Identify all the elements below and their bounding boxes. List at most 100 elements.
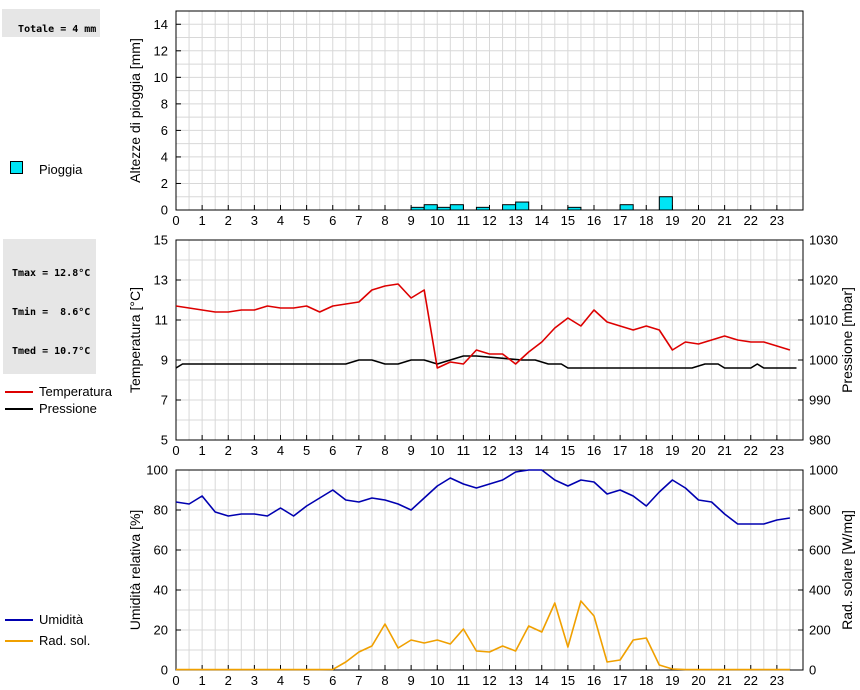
x-tick-label: 18 — [639, 443, 653, 458]
rain-total-box: Totale = 4 mm — [2, 9, 101, 37]
x-tick-label: 4 — [277, 673, 284, 688]
y-tick-label: 60 — [154, 543, 168, 558]
pressure-line — [175, 355, 797, 369]
y-tick-label: 7 — [161, 393, 168, 408]
tmin-text: Tmin = 8.6°C — [12, 307, 91, 318]
x-tick-label: 16 — [587, 213, 601, 228]
temperature-legend-line — [5, 391, 33, 393]
x-tick-label: 12 — [482, 443, 496, 458]
humidity-legend-label: Umidità — [39, 612, 84, 627]
rain-bar — [449, 204, 464, 211]
y-tick-label: 10 — [154, 70, 168, 85]
x-tick-label: 0 — [172, 673, 179, 688]
x-tick-label: 8 — [381, 443, 388, 458]
x-tick-label: 4 — [277, 443, 284, 458]
y-tick-label: 20 — [154, 623, 168, 638]
x-tick-label: 13 — [508, 213, 522, 228]
y2-tick-label: 980 — [809, 433, 831, 448]
y-tick-label: 5 — [161, 433, 168, 448]
y-tick-label: 80 — [154, 503, 168, 518]
rain-bar — [502, 204, 517, 211]
x-tick-label: 17 — [613, 673, 627, 688]
rain-legend-label: Pioggia — [39, 162, 83, 177]
x-tick-label: 19 — [665, 213, 679, 228]
x-tick-label: 9 — [408, 673, 415, 688]
y-axis-label: Altezze di pioggia [mm] — [127, 38, 143, 183]
y2-tick-label: 800 — [809, 503, 831, 518]
x-tick-label: 12 — [482, 673, 496, 688]
rain-bar — [619, 204, 634, 211]
x-tick-label: 18 — [639, 213, 653, 228]
y2-tick-label: 400 — [809, 583, 831, 598]
x-tick-label: 2 — [225, 443, 232, 458]
y2-tick-label: 1030 — [809, 233, 838, 248]
y2-tick-label: 0 — [809, 663, 816, 678]
y-tick-label: 40 — [154, 583, 168, 598]
rain-bar — [410, 206, 425, 211]
x-tick-label: 23 — [770, 213, 784, 228]
x-tick-label: 11 — [457, 673, 471, 688]
x-tick-label: 3 — [251, 443, 258, 458]
x-tick-label: 8 — [381, 213, 388, 228]
x-tick-label: 11 — [457, 443, 471, 458]
rain-bar — [658, 196, 673, 211]
x-tick-label: 0 — [172, 443, 179, 458]
tmax-text: Tmax = 12.8°C — [12, 268, 91, 279]
x-tick-label: 1 — [199, 213, 206, 228]
x-tick-label: 14 — [535, 673, 549, 688]
x-tick-label: 20 — [691, 673, 705, 688]
x-tick-label: 5 — [303, 213, 310, 228]
x-tick-label: 1 — [199, 443, 206, 458]
x-tick-label: 16 — [587, 673, 601, 688]
solar-legend-line — [5, 640, 33, 642]
y2-axis-label: Pressione [mbar] — [839, 287, 855, 393]
y-tick-label: 2 — [161, 176, 168, 191]
x-tick-label: 2 — [225, 213, 232, 228]
y-tick-label: 15 — [154, 233, 168, 248]
y-tick-label: 14 — [154, 17, 168, 32]
rain-bar — [515, 201, 530, 211]
x-tick-label: 10 — [430, 213, 444, 228]
x-tick-label: 9 — [408, 213, 415, 228]
y2-tick-label: 600 — [809, 543, 831, 558]
temperature-line — [175, 283, 791, 369]
rain-legend-swatch — [10, 161, 23, 174]
x-tick-label: 20 — [691, 443, 705, 458]
x-tick-label: 2 — [225, 673, 232, 688]
rain-total-text: Totale = 4 mm — [18, 24, 97, 35]
humidity-legend-line — [5, 619, 33, 621]
x-tick-label: 21 — [717, 443, 731, 458]
x-tick-label: 14 — [535, 443, 549, 458]
y-axis-label: Temperatura [°C] — [127, 287, 143, 393]
y-tick-label: 6 — [161, 123, 168, 138]
x-tick-label: 3 — [251, 673, 258, 688]
y2-tick-label: 1000 — [809, 353, 838, 368]
x-tick-label: 10 — [430, 443, 444, 458]
y2-axis-label: Rad. solare [W/mq] — [839, 510, 855, 630]
y-tick-label: 9 — [161, 353, 168, 368]
y-tick-label: 0 — [161, 203, 168, 218]
pressure-legend-line — [5, 408, 33, 410]
x-tick-label: 22 — [744, 443, 758, 458]
x-tick-label: 6 — [329, 443, 336, 458]
x-tick-label: 20 — [691, 213, 705, 228]
y-tick-label: 0 — [161, 663, 168, 678]
y-tick-label: 4 — [161, 149, 168, 164]
x-tick-label: 1 — [199, 673, 206, 688]
y-tick-label: 13 — [154, 273, 168, 288]
rain-bar — [567, 206, 582, 211]
x-tick-label: 9 — [408, 443, 415, 458]
x-tick-label: 16 — [587, 443, 601, 458]
x-tick-label: 15 — [561, 213, 575, 228]
x-tick-label: 11 — [457, 213, 471, 228]
x-tick-label: 5 — [303, 673, 310, 688]
y-tick-label: 100 — [146, 463, 168, 478]
x-tick-label: 7 — [355, 443, 362, 458]
y2-tick-label: 1000 — [809, 463, 838, 478]
x-tick-label: 22 — [744, 673, 758, 688]
x-tick-label: 7 — [355, 673, 362, 688]
x-tick-label: 15 — [561, 443, 575, 458]
temperature-legend-label: Temperatura — [39, 384, 112, 399]
y2-tick-label: 1010 — [809, 313, 838, 328]
pressure-legend-label: Pressione — [39, 401, 97, 416]
